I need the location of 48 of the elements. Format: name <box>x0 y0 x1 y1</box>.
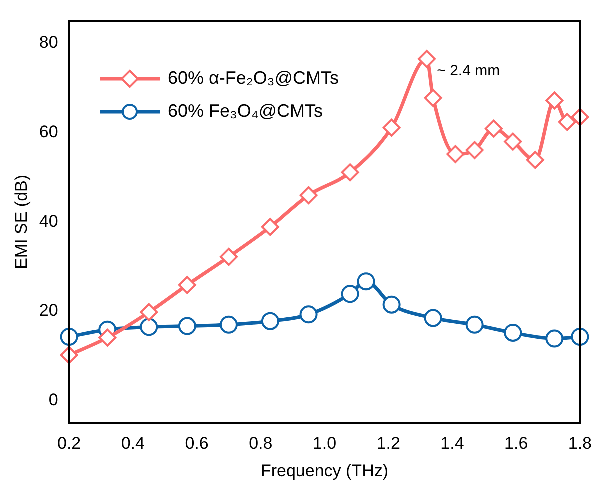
point <box>357 272 376 291</box>
point <box>220 248 238 266</box>
point <box>526 151 544 170</box>
x-tick-label: 0.6 <box>185 434 209 454</box>
point <box>418 50 436 68</box>
y-tick-label: 60 <box>39 122 58 142</box>
point <box>261 312 280 330</box>
point <box>341 164 360 182</box>
x-tick-label: 1.8 <box>568 434 592 454</box>
point <box>424 89 442 108</box>
point <box>558 113 576 132</box>
legend-label: 60% α-Fe₂O₃@CMTs <box>168 68 340 89</box>
x-tick-label: 1.4 <box>440 434 464 454</box>
x-tick-label: 0.8 <box>249 434 273 454</box>
point <box>140 303 158 322</box>
point <box>341 285 360 304</box>
y-tick-label: 0 <box>48 390 58 410</box>
x-tick-label: 1.6 <box>504 434 528 454</box>
point <box>382 296 401 314</box>
x-tick-label: 1.0 <box>312 434 337 454</box>
point <box>178 276 196 294</box>
point <box>300 186 318 204</box>
y-axis-title: EMI SE (dB) <box>12 174 31 270</box>
point <box>424 309 442 328</box>
point <box>382 118 401 137</box>
annotation: ~ 2.4 mm <box>437 62 500 80</box>
point <box>504 132 522 151</box>
y-tick-label: 40 <box>39 212 58 231</box>
point <box>466 141 484 160</box>
point <box>546 330 564 348</box>
legend-label: 60% Fe₃O₄@CMTs <box>168 101 323 122</box>
x-tick-label: 0.2 <box>57 434 82 454</box>
x-tick-label: 0.4 <box>121 434 145 454</box>
point <box>484 120 503 138</box>
point <box>261 218 280 236</box>
point <box>220 316 238 334</box>
x-tick-label: 1.2 <box>376 434 400 454</box>
point <box>446 145 465 164</box>
point <box>98 328 117 347</box>
point <box>466 316 484 334</box>
y-tick-label: 80 <box>39 33 58 52</box>
point <box>178 317 196 336</box>
x-axis-title: Frequency (THz) <box>260 461 389 480</box>
point <box>300 306 318 324</box>
point <box>546 92 564 110</box>
point <box>140 318 158 336</box>
point <box>504 324 522 342</box>
y-tick-label: 20 <box>39 301 58 320</box>
